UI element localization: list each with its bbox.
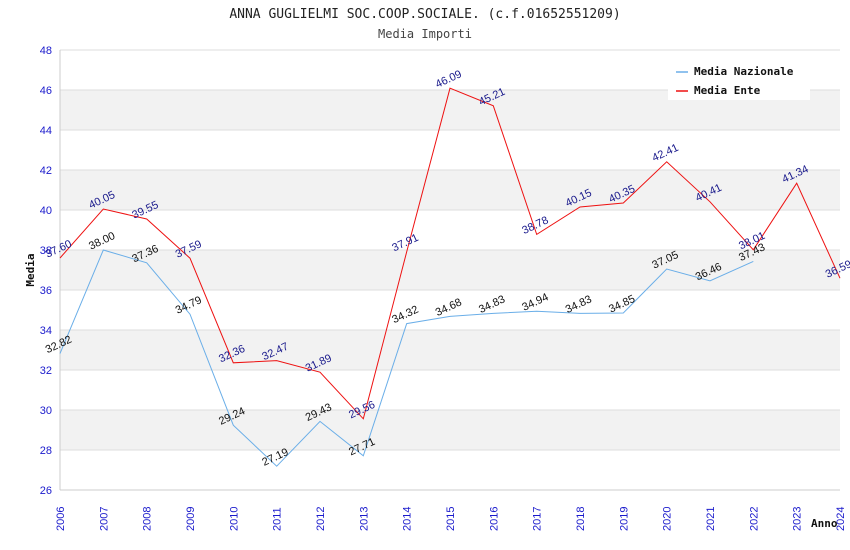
data-label-media-nazionale: 34.94 xyxy=(520,291,550,314)
y-tick-label: 26 xyxy=(40,485,52,497)
y-tick-label: 40 xyxy=(40,205,52,217)
x-tick-label: 2021 xyxy=(705,507,717,531)
data-label-media-ente: 46.09 xyxy=(434,68,464,91)
y-tick-labels: 26 28 30 32 34 36 38 40 42 44 46 48 xyxy=(40,45,52,497)
x-tick-labels: 2006 2007 2008 2009 2010 2011 2012 2013 2014 2015… xyxy=(55,507,847,531)
x-tick-label: 2011 xyxy=(272,507,284,531)
x-axis-label: Anno xyxy=(811,517,838,530)
grid-band xyxy=(60,170,840,210)
data-label-media-nazionale: 38.00 xyxy=(87,230,117,253)
series-lines xyxy=(59,87,841,467)
y-tick-label: 38 xyxy=(40,245,52,257)
x-tick-label: 2024 xyxy=(835,507,847,531)
x-tick-label: 2020 xyxy=(662,507,674,531)
x-tick-label: 2023 xyxy=(792,507,804,531)
grid-bands xyxy=(60,90,840,450)
y-tick-label: 32 xyxy=(40,365,52,377)
x-tick-label: 2018 xyxy=(575,507,587,531)
chart-subtitle: Media Importi xyxy=(378,27,472,41)
legend-box xyxy=(668,60,810,100)
y-tick-label: 42 xyxy=(40,165,52,177)
x-tick-label: 2014 xyxy=(402,507,414,531)
legend: Media Nazionale Media Ente xyxy=(668,60,810,100)
data-label-media-nazionale: 34.83 xyxy=(564,293,594,316)
x-tick-label: 2013 xyxy=(358,507,370,531)
x-tick-label: 2009 xyxy=(185,507,197,531)
data-label-media-ente: 42.41 xyxy=(650,142,680,165)
series-line-media-nazionale xyxy=(59,249,754,467)
y-tick-label: 34 xyxy=(40,325,52,337)
x-tick-label: 2012 xyxy=(315,507,327,531)
data-label-media-nazionale: 34.85 xyxy=(607,293,637,316)
legend-label-media-nazionale: Media Nazionale xyxy=(694,65,794,78)
y-tick-label: 48 xyxy=(40,45,52,57)
chart-title: ANNA GUGLIELMI SOC.COOP.SOCIALE. (c.f.01… xyxy=(229,7,620,22)
y-tick-label: 44 xyxy=(40,125,52,137)
grid-band xyxy=(60,250,840,290)
x-tick-label: 2017 xyxy=(532,507,544,531)
legend-label-media-ente: Media Ente xyxy=(694,84,761,97)
x-tick-label: 2008 xyxy=(142,507,154,531)
series-line-media-ente xyxy=(59,87,841,420)
data-label-media-ente: 38.78 xyxy=(520,214,550,237)
y-axis-label: Media xyxy=(24,253,37,286)
data-label-media-nazionale: 34.32 xyxy=(390,304,420,327)
y-tick-label: 36 xyxy=(40,285,52,297)
y-tick-label: 46 xyxy=(40,85,52,97)
x-tick-label: 2022 xyxy=(748,507,760,531)
x-tick-label: 2016 xyxy=(488,507,500,531)
x-tick-label: 2010 xyxy=(228,507,240,531)
x-tick-label: 2019 xyxy=(618,507,630,531)
x-tick-label: 2006 xyxy=(55,507,67,531)
grid-band xyxy=(60,410,840,450)
y-tick-label: 28 xyxy=(40,445,52,457)
x-tick-label: 2007 xyxy=(98,507,110,531)
grid-band xyxy=(60,330,840,370)
x-tick-label: 2015 xyxy=(445,507,457,531)
y-tick-label: 30 xyxy=(40,405,52,417)
